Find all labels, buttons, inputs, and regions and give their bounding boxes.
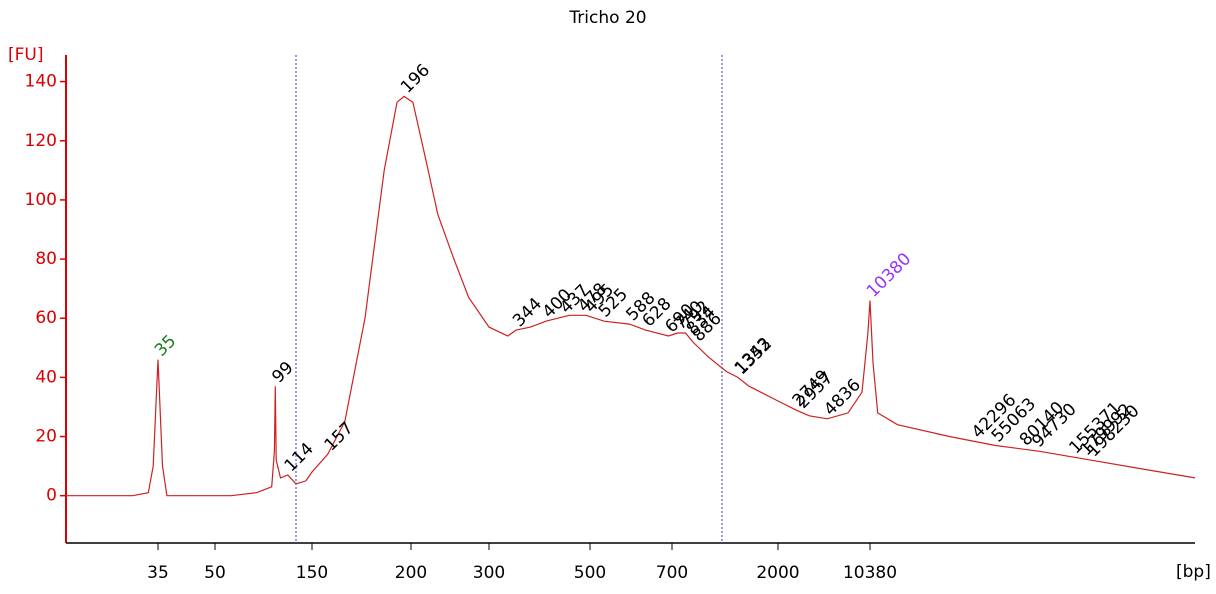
x-tick-label: 200 xyxy=(395,563,427,583)
y-tick-label: 40 xyxy=(35,367,57,387)
y-tick-label: 100 xyxy=(25,190,57,210)
x-tick-label: 50 xyxy=(204,563,226,583)
x-tick-label: 300 xyxy=(473,563,505,583)
x-tick-label: 2000 xyxy=(756,563,799,583)
peak-label: 35 xyxy=(151,331,180,360)
peak-label: 157 xyxy=(321,418,358,455)
x-tick-label: 500 xyxy=(574,563,606,583)
x-tick-label: 35 xyxy=(147,563,169,583)
y-axis-label: [FU] xyxy=(8,45,44,65)
x-tick-label: 700 xyxy=(656,563,688,583)
x-axis-label: [bp] xyxy=(1176,562,1211,582)
y-tick-label: 20 xyxy=(35,427,57,447)
y-tick-label: 0 xyxy=(46,486,57,506)
peak-label: 196 xyxy=(397,60,434,97)
peak-label: 99 xyxy=(268,358,297,387)
x-tick-label: 150 xyxy=(296,563,328,583)
chart-title: Tricho 20 xyxy=(568,8,646,28)
x-tick-label: 10380 xyxy=(843,563,897,583)
y-tick-label: 80 xyxy=(35,249,57,269)
y-tick-label: 140 xyxy=(25,72,57,92)
y-tick-label: 120 xyxy=(25,131,57,151)
y-tick-label: 60 xyxy=(35,308,57,328)
peak-label: 344 xyxy=(509,294,546,331)
trace xyxy=(66,95,1196,497)
peak-label: 10380 xyxy=(863,249,915,301)
peak-label: 114 xyxy=(281,439,318,476)
